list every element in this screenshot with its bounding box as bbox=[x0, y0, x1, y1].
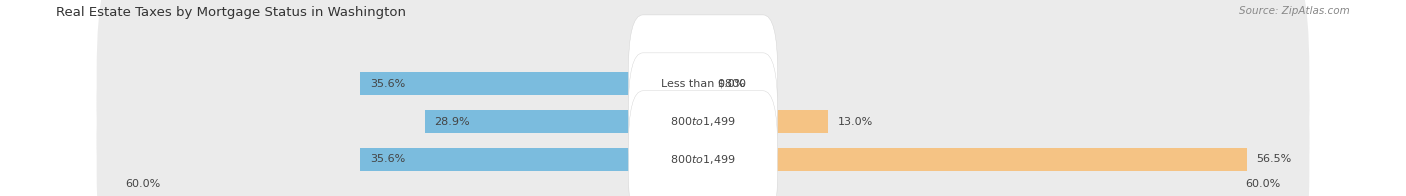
FancyBboxPatch shape bbox=[628, 53, 778, 190]
Text: 35.6%: 35.6% bbox=[370, 79, 405, 89]
Text: 13.0%: 13.0% bbox=[838, 116, 873, 127]
Text: 56.5%: 56.5% bbox=[1257, 154, 1292, 164]
Text: 28.9%: 28.9% bbox=[434, 116, 470, 127]
Text: 35.6%: 35.6% bbox=[370, 154, 405, 164]
FancyBboxPatch shape bbox=[97, 33, 1309, 196]
Text: 60.0%: 60.0% bbox=[1246, 179, 1281, 189]
Text: $800 to $1,499: $800 to $1,499 bbox=[671, 115, 735, 128]
Text: Real Estate Taxes by Mortgage Status in Washington: Real Estate Taxes by Mortgage Status in … bbox=[56, 6, 406, 19]
FancyBboxPatch shape bbox=[97, 0, 1309, 196]
Bar bbox=[360, 148, 703, 171]
Bar bbox=[703, 110, 828, 133]
Bar bbox=[703, 148, 1247, 171]
Text: Source: ZipAtlas.com: Source: ZipAtlas.com bbox=[1239, 6, 1350, 16]
FancyBboxPatch shape bbox=[628, 91, 778, 196]
FancyBboxPatch shape bbox=[97, 0, 1309, 196]
Text: Less than $800: Less than $800 bbox=[661, 79, 745, 89]
Text: 60.0%: 60.0% bbox=[125, 179, 160, 189]
Bar bbox=[360, 72, 703, 95]
FancyBboxPatch shape bbox=[628, 15, 778, 152]
Bar bbox=[425, 110, 703, 133]
Text: $800 to $1,499: $800 to $1,499 bbox=[671, 153, 735, 166]
Text: 0.0%: 0.0% bbox=[717, 79, 745, 89]
